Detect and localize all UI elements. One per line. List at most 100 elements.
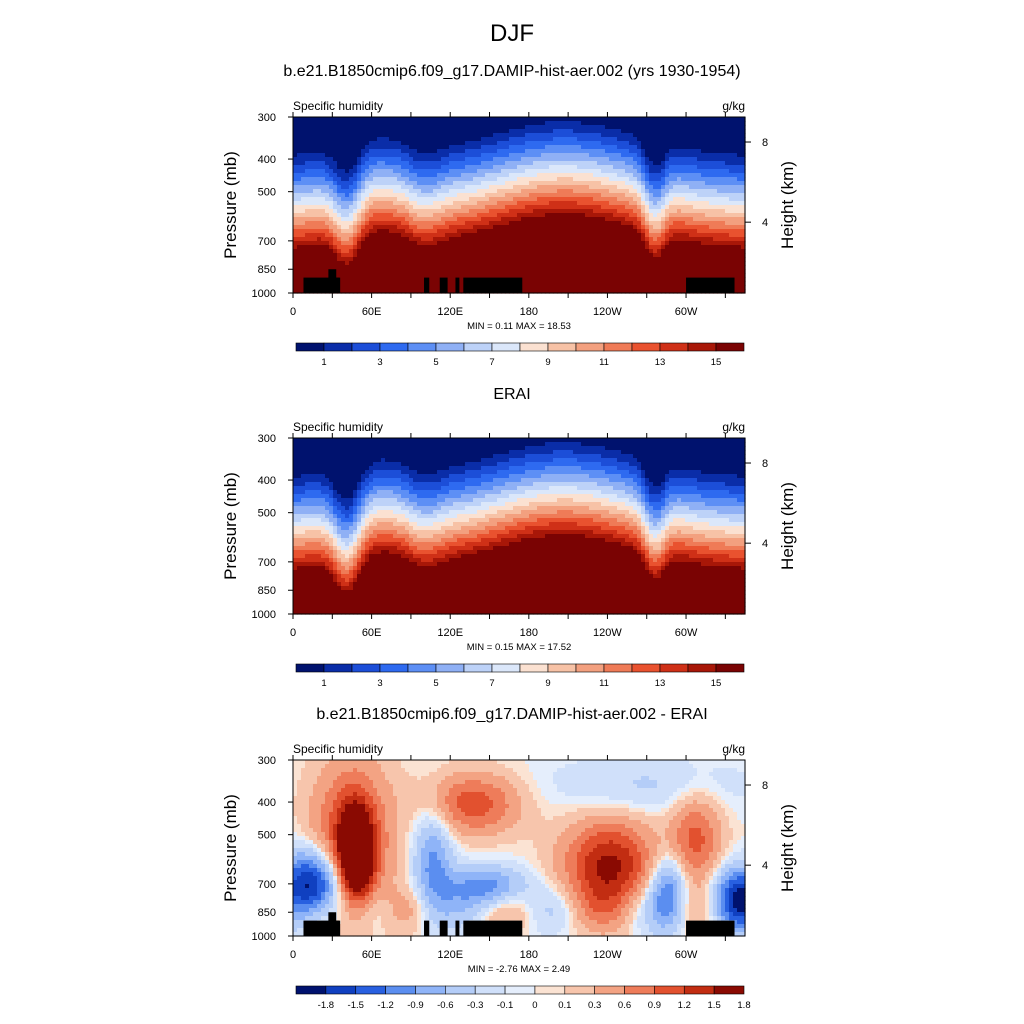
colorbar-swatch	[463, 663, 493, 673]
x-tick-label: 120W	[593, 627, 622, 639]
y-axis: 300 400 500 700 850 1000 Pressure (mb)	[221, 433, 293, 621]
colorbar-label: 9	[545, 678, 550, 689]
colorbar-swatch	[407, 663, 437, 673]
y-axis-title: Pressure (mb)	[221, 472, 240, 580]
model-contour-chart: Specific humidity g/kg 0 60E 120E 180 120W 60W 3…	[221, 99, 797, 368]
terrain-block	[424, 920, 430, 936]
y-tick-label: 1000	[252, 288, 276, 300]
colorbar-label: 3	[377, 678, 382, 689]
terrain-block	[686, 920, 735, 936]
height-tick-label: 4	[762, 217, 768, 229]
right-axis: 8 4 Height (km)	[745, 780, 797, 892]
x-axis: 0 60E 120E 180 120W 60W	[290, 755, 726, 961]
right-axis-title: Height (km)	[778, 804, 797, 892]
y-tick-label: 500	[258, 508, 276, 520]
height-tick-label: 8	[762, 458, 768, 470]
colorbar-swatch	[687, 663, 717, 673]
colorbar-swatch	[519, 663, 549, 673]
colorbar-label: -1.2	[377, 1000, 393, 1011]
contour-field	[293, 438, 746, 615]
plot-frame	[292, 759, 746, 937]
plot-frame	[292, 116, 746, 294]
colorbar-swatch	[325, 985, 357, 995]
y-tick-label: 850	[258, 264, 276, 276]
min-max-stats: MIN = -2.76 MAX = 2.49	[468, 964, 570, 975]
y-tick-label: 500	[258, 830, 276, 842]
colorbar-swatch	[445, 985, 476, 995]
x-tick-label: 120E	[437, 949, 463, 961]
colorbar-swatch	[474, 985, 506, 995]
colorbar-swatch	[415, 985, 446, 995]
x-tick-label: 60E	[362, 627, 382, 639]
terrain-block	[424, 277, 430, 293]
difference-panel: b.e21.B1850cmip6.f09_g17.DAMIP-hist-aer.…	[0, 703, 1024, 1013]
colorbar-label: 1	[321, 357, 326, 368]
x-tick-label: 120W	[593, 306, 622, 318]
colorbar-label: 15	[711, 678, 722, 689]
colorbar-swatch	[463, 342, 493, 352]
terrain-block	[439, 277, 448, 293]
model-panel: b.e21.B1850cmip6.f09_g17.DAMIP-hist-aer.…	[0, 60, 1024, 370]
y-tick-label: 400	[258, 154, 276, 166]
contour-field	[293, 760, 746, 937]
colorbar-label: 5	[433, 357, 438, 368]
colorbar-swatch	[683, 985, 715, 995]
x-tick-label: 60W	[675, 627, 698, 639]
colorbar-swatch	[407, 342, 437, 352]
terrain-block	[455, 277, 460, 293]
variable-label: Specific humidity	[293, 420, 383, 434]
colorbar-swatch	[295, 985, 327, 995]
plot-frame	[292, 437, 746, 615]
colorbar-swatch	[659, 342, 689, 352]
colorbar-swatch	[713, 985, 745, 995]
colorbar-swatch	[519, 342, 549, 352]
colorbar-label: 15	[711, 357, 722, 368]
colorbar-label: 13	[655, 357, 666, 368]
x-tick-label: 60E	[362, 949, 382, 961]
min-max-stats: MIN = 0.15 MAX = 17.52	[467, 642, 572, 653]
colorbar-swatch	[715, 663, 745, 673]
colorbar-swatch	[631, 663, 661, 673]
height-tick-label: 4	[762, 860, 768, 872]
units-label: g/kg	[722, 742, 745, 756]
y-tick-label: 1000	[252, 931, 276, 943]
colorbar-swatch	[323, 663, 353, 673]
colorbar: 1 3 5 7 9 11 13 15	[295, 663, 745, 689]
height-tick-label: 4	[762, 538, 768, 550]
colorbar-swatch	[351, 342, 381, 352]
x-tick-label: 60E	[362, 306, 382, 318]
y-tick-label: 400	[258, 797, 276, 809]
colorbar-swatch	[575, 663, 605, 673]
y-tick-label: 850	[258, 907, 276, 919]
colorbar-label: 5	[433, 678, 438, 689]
colorbar-swatch	[564, 985, 595, 995]
colorbar-swatch	[504, 985, 536, 995]
colorbar-swatch	[594, 985, 625, 995]
units-label: g/kg	[722, 99, 745, 113]
min-max-stats: MIN = 0.11 MAX = 18.53	[467, 321, 571, 332]
x-tick-label: 0	[290, 627, 296, 639]
x-tick-label: 0	[290, 949, 296, 961]
colorbar-label: 0.1	[558, 1000, 571, 1011]
colorbar-swatch	[631, 342, 661, 352]
variable-label: Specific humidity	[293, 99, 383, 113]
colorbar-swatch	[687, 342, 717, 352]
colorbar-label: 7	[489, 357, 494, 368]
y-tick-label: 300	[258, 112, 276, 124]
colorbar-swatch	[659, 663, 689, 673]
x-tick-label: 180	[520, 949, 538, 961]
y-tick-label: 1000	[252, 609, 276, 621]
colorbar-swatch	[624, 985, 655, 995]
topography-mask	[303, 912, 735, 936]
colorbar-label: -0.1	[497, 1000, 513, 1011]
panel-title: b.e21.B1850cmip6.f09_g17.DAMIP-hist-aer.…	[283, 63, 741, 80]
x-tick-label: 60W	[675, 306, 698, 318]
x-tick-label: 120E	[437, 306, 463, 318]
panel-title: b.e21.B1850cmip6.f09_g17.DAMIP-hist-aer.…	[316, 706, 708, 723]
x-tick-label: 180	[520, 306, 538, 318]
colorbar-label: -1.5	[348, 1000, 364, 1011]
colorbar-swatch	[715, 342, 745, 352]
contour-field	[293, 117, 746, 294]
colorbar-label: 1	[321, 678, 326, 689]
colorbar-swatch	[575, 342, 605, 352]
